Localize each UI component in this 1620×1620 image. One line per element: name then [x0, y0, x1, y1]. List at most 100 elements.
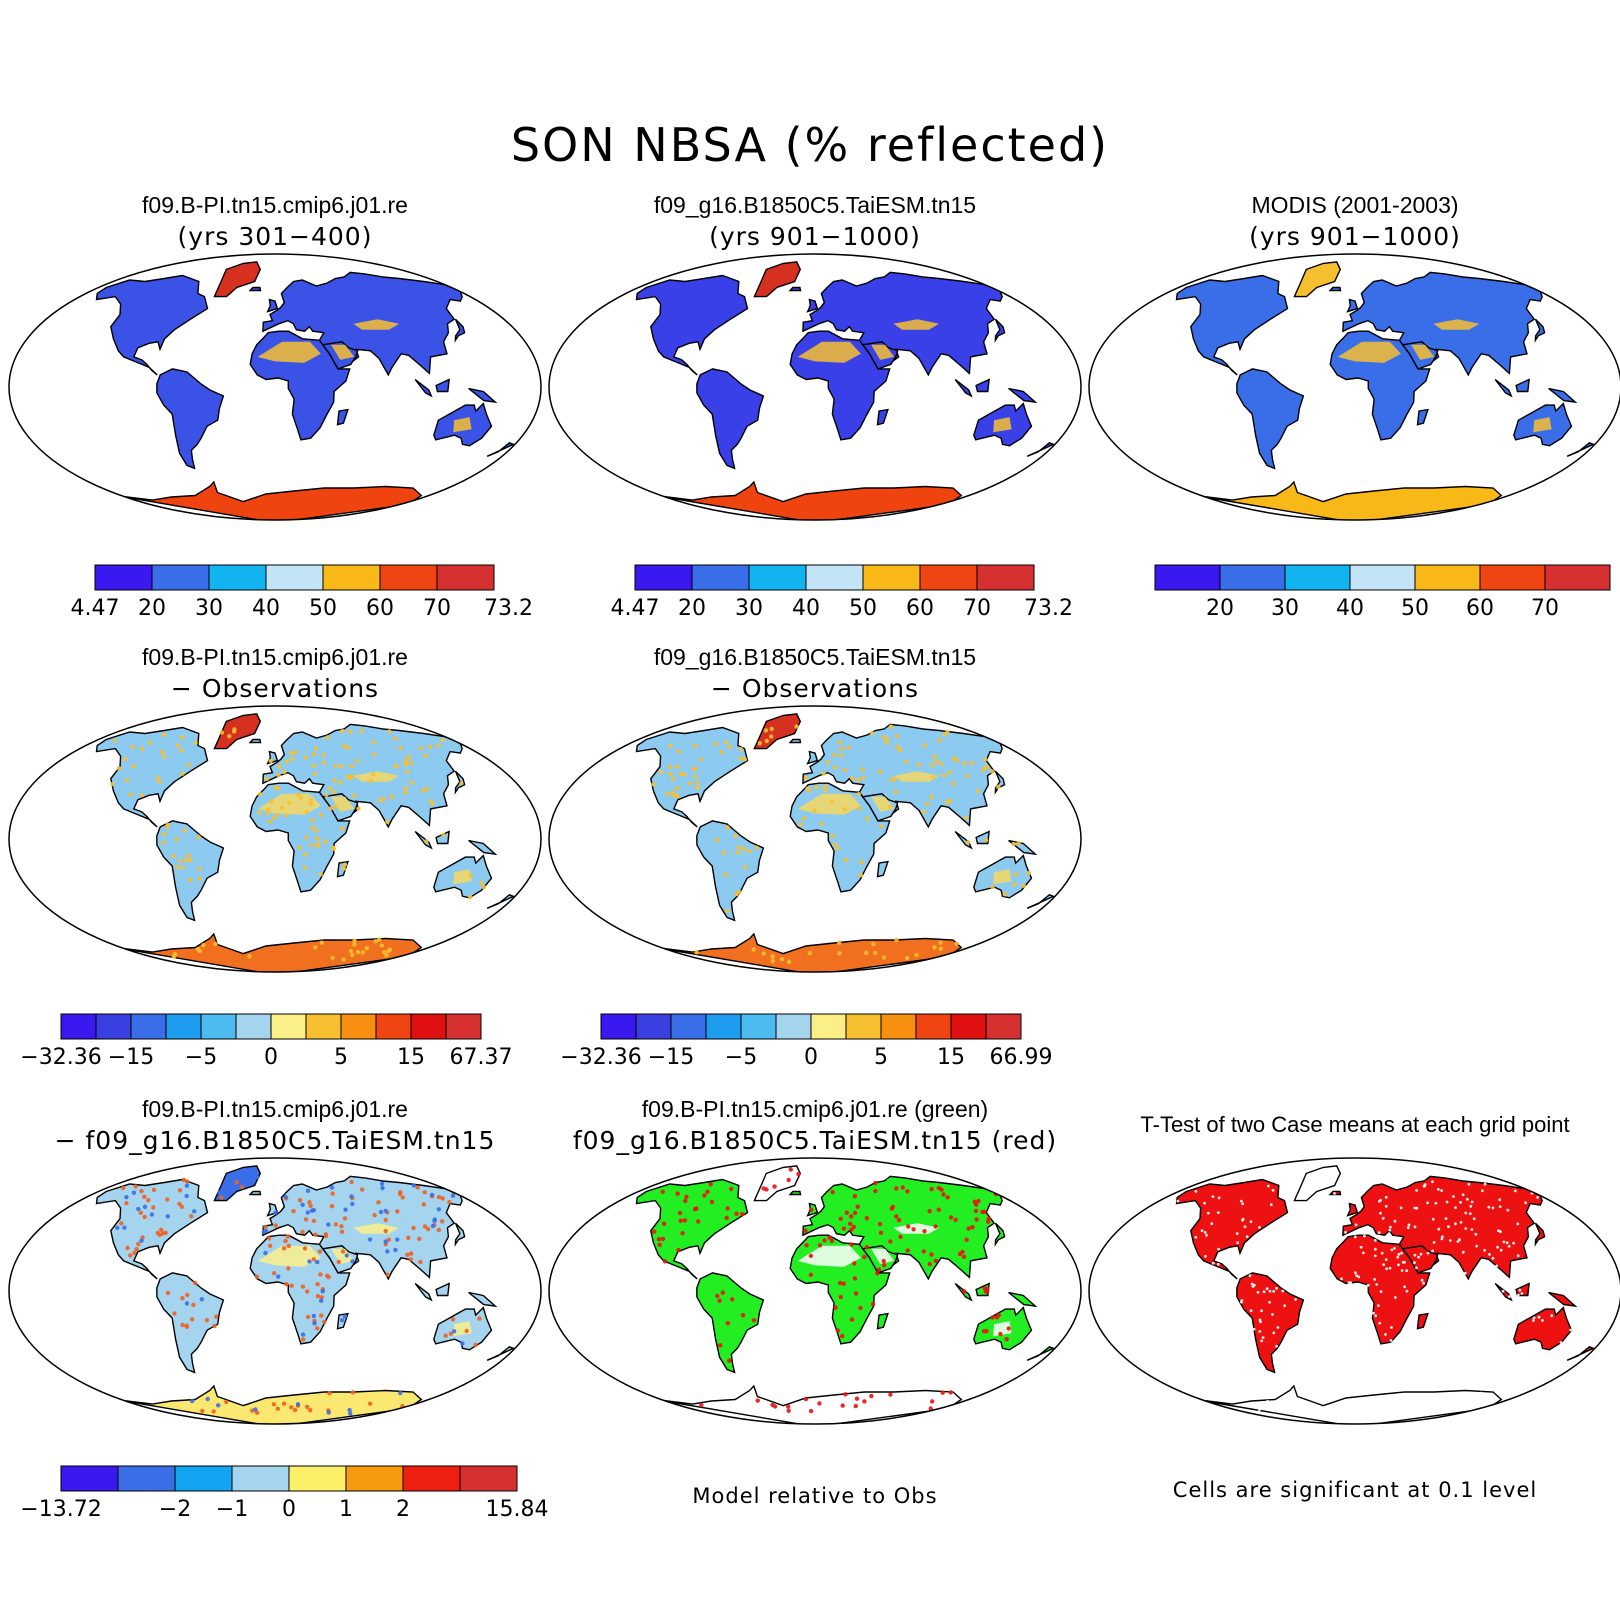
colorbar: 20 30 40 50 60 70 — [1115, 563, 1620, 623]
speckle — [1394, 1296, 1397, 1299]
speckle — [1251, 1285, 1255, 1288]
speckle — [328, 806, 333, 811]
speckle — [1377, 1231, 1381, 1235]
speckle — [300, 1284, 306, 1289]
speckle — [660, 1236, 666, 1242]
speckle — [121, 1185, 126, 1191]
speckle — [305, 1188, 311, 1193]
speckle — [929, 1252, 934, 1257]
speckle — [1390, 1326, 1393, 1329]
indonesia1-land — [414, 830, 433, 850]
speckle — [1373, 1278, 1376, 1281]
speckle — [200, 1408, 205, 1414]
speckle — [881, 955, 887, 960]
speckle — [1235, 1232, 1239, 1235]
speckle — [318, 812, 324, 818]
speckle — [321, 760, 327, 765]
speckle — [395, 1209, 400, 1214]
speckle — [825, 760, 830, 765]
speckle — [786, 1408, 791, 1413]
speckle — [186, 853, 191, 858]
speckle — [130, 744, 135, 750]
speckle — [1497, 1229, 1500, 1233]
speckle — [691, 766, 696, 771]
speckle — [1441, 1235, 1444, 1239]
speckle — [312, 1321, 317, 1326]
speckle — [1217, 1247, 1220, 1251]
newguinea-land — [468, 839, 498, 856]
speckle — [846, 745, 851, 750]
colorbar-tick-label: 50 — [309, 596, 337, 621]
speckle — [324, 792, 329, 798]
speckle — [281, 1401, 287, 1406]
panel-case1-minus-case2: f09.B-PI.tn15.cmip6.j01.re − f09_g16.B18… — [5, 1092, 548, 1522]
colorbar-swatch — [410, 1013, 447, 1040]
speckle — [308, 801, 314, 806]
speckle — [734, 1211, 739, 1216]
colorbar-swatch — [200, 1013, 237, 1040]
speckle — [300, 1229, 305, 1235]
speckle — [180, 771, 185, 776]
speckle — [858, 1305, 863, 1311]
speckle — [1299, 1406, 1303, 1409]
speckle — [1014, 872, 1019, 877]
speckle — [333, 1222, 339, 1227]
speckle — [383, 1228, 388, 1234]
speckle — [283, 1194, 288, 1200]
speckle — [142, 1204, 148, 1209]
speckle — [983, 838, 989, 843]
iceland-land — [248, 738, 262, 744]
speckle — [1434, 1201, 1438, 1205]
speckle — [341, 866, 347, 871]
speckle — [1506, 1208, 1510, 1212]
speckle — [447, 1200, 452, 1205]
speckle — [268, 1243, 273, 1248]
speckle — [1472, 1217, 1476, 1221]
speckle — [276, 773, 281, 778]
speckle — [1439, 1393, 1443, 1397]
speckle — [227, 734, 232, 739]
speckle — [715, 1293, 720, 1299]
colorbar-swatch — [1479, 564, 1546, 591]
speckle — [185, 1179, 190, 1184]
speckle — [1379, 1290, 1383, 1294]
speckle — [450, 1193, 456, 1198]
speckle — [313, 945, 318, 950]
speckle — [860, 767, 865, 772]
speckle — [314, 828, 319, 833]
speckle — [1501, 1289, 1505, 1293]
speckle — [1481, 1394, 1485, 1397]
indonesia2-land — [975, 378, 990, 393]
speckle — [1340, 1277, 1343, 1281]
colorbar-tick-label: 70 — [1531, 596, 1559, 621]
speckle — [717, 1298, 722, 1303]
speckle — [196, 834, 201, 840]
panel-case2-mean: f09_g16.B1850C5.TaiESM.tn15 (yrs 901−100… — [545, 188, 1085, 621]
speckle-layer — [110, 727, 487, 962]
speckle — [933, 1224, 938, 1229]
speckle — [1256, 1290, 1260, 1294]
speckle — [186, 762, 191, 768]
speckle — [289, 756, 295, 762]
speckle — [383, 1217, 388, 1223]
speckle — [271, 1402, 277, 1407]
speckle — [350, 952, 355, 958]
antarctica-land — [115, 480, 423, 520]
speckle — [927, 1209, 932, 1214]
speckle — [660, 1189, 665, 1194]
speckle — [832, 842, 838, 847]
speckle — [859, 859, 864, 865]
speckle — [853, 1403, 858, 1409]
speckle — [932, 754, 937, 759]
speckle — [735, 850, 740, 855]
speckle — [180, 865, 185, 870]
speckle — [1464, 1401, 1468, 1405]
speckle — [1265, 1287, 1269, 1291]
speckle — [1431, 1249, 1434, 1253]
speckle — [930, 1399, 935, 1404]
speckle — [1413, 1261, 1416, 1264]
speckle — [755, 1398, 760, 1403]
speckle — [879, 824, 884, 829]
speckle — [395, 1237, 400, 1242]
speckle — [1405, 1289, 1409, 1293]
